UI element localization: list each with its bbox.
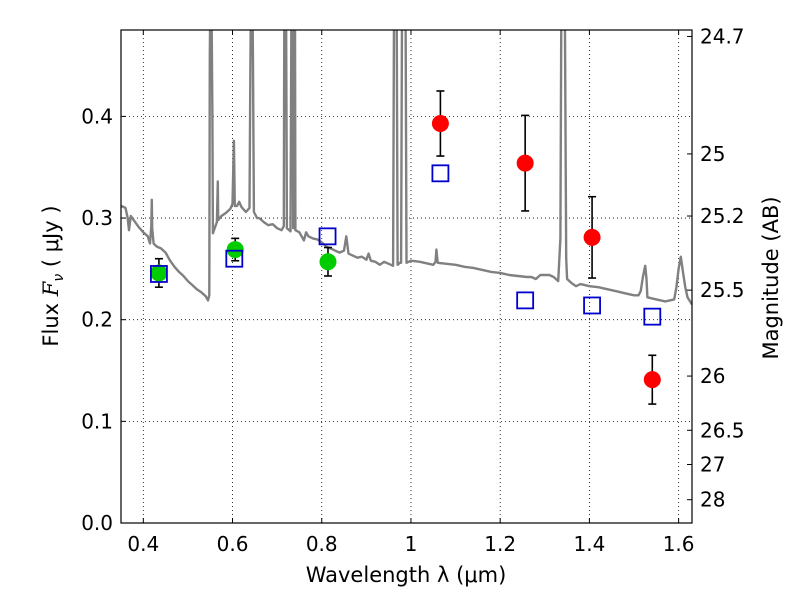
y-axis-label: Flux Fν ( μJy ) bbox=[39, 205, 67, 346]
model-photometry-square bbox=[225, 249, 244, 268]
model-photometry-square bbox=[150, 265, 168, 283]
right-tick-label: 26.5 bbox=[700, 418, 745, 442]
plot-frame bbox=[120, 29, 693, 524]
right-tick-label: 25 bbox=[700, 142, 725, 166]
y-axis-label-subscript: ν bbox=[51, 274, 67, 282]
red-point bbox=[583, 228, 601, 246]
model-photometry-square bbox=[643, 307, 662, 326]
x-tick-label: 0.6 bbox=[217, 532, 249, 556]
red-point bbox=[516, 154, 534, 172]
red-point bbox=[431, 115, 449, 133]
red-point bbox=[643, 371, 661, 389]
y-axis-label-symbol: F bbox=[39, 280, 63, 297]
right-tick-label: 27 bbox=[700, 453, 725, 477]
right-tick-label: 25.5 bbox=[700, 278, 745, 302]
x-tick-label: 1 bbox=[405, 532, 418, 556]
model-spectrum-line bbox=[121, 30, 692, 306]
green-point bbox=[226, 241, 244, 259]
ticks: 0.4 0.6 0.8 1 1.2 1.4 1.6 0.0 0.1 0.2 0.3 0.4 24.7 25… bbox=[81, 24, 744, 556]
data-layer bbox=[121, 30, 692, 405]
x-tick-label: 0.4 bbox=[127, 532, 159, 556]
y-tick-label: 0.4 bbox=[81, 104, 113, 128]
model-photometry-square bbox=[431, 164, 450, 183]
green-point bbox=[150, 264, 168, 282]
y-axis-label-prefix: Flux bbox=[39, 296, 63, 346]
y-tick-label: 0.3 bbox=[81, 206, 113, 230]
x-tick-label: 1.2 bbox=[484, 532, 516, 556]
model-photometry-square bbox=[516, 291, 535, 310]
right-tick-label: 24.7 bbox=[700, 24, 745, 48]
y-axis-label-unit: ( μJy ) bbox=[39, 205, 63, 273]
model-photometry-square bbox=[583, 296, 601, 315]
y-tick-label: 0.1 bbox=[81, 409, 113, 433]
right-tick-label: 25.2 bbox=[700, 204, 745, 228]
x-tick-label: 1.6 bbox=[663, 532, 695, 556]
x-tick-label: 0.8 bbox=[306, 532, 338, 556]
right-tick-label: 28 bbox=[700, 488, 725, 512]
x-axis-label: Wavelength λ (μm) bbox=[306, 563, 507, 587]
x-tick-label: 1.4 bbox=[573, 532, 605, 556]
green-point bbox=[319, 253, 337, 271]
right-axis-label: Magnitude (AB) bbox=[759, 196, 783, 359]
right-tick-label: 26 bbox=[700, 364, 725, 388]
y-tick-label: 0.2 bbox=[81, 308, 113, 332]
model-photometry-square bbox=[318, 227, 337, 246]
y-tick-label: 0.0 bbox=[81, 511, 113, 535]
